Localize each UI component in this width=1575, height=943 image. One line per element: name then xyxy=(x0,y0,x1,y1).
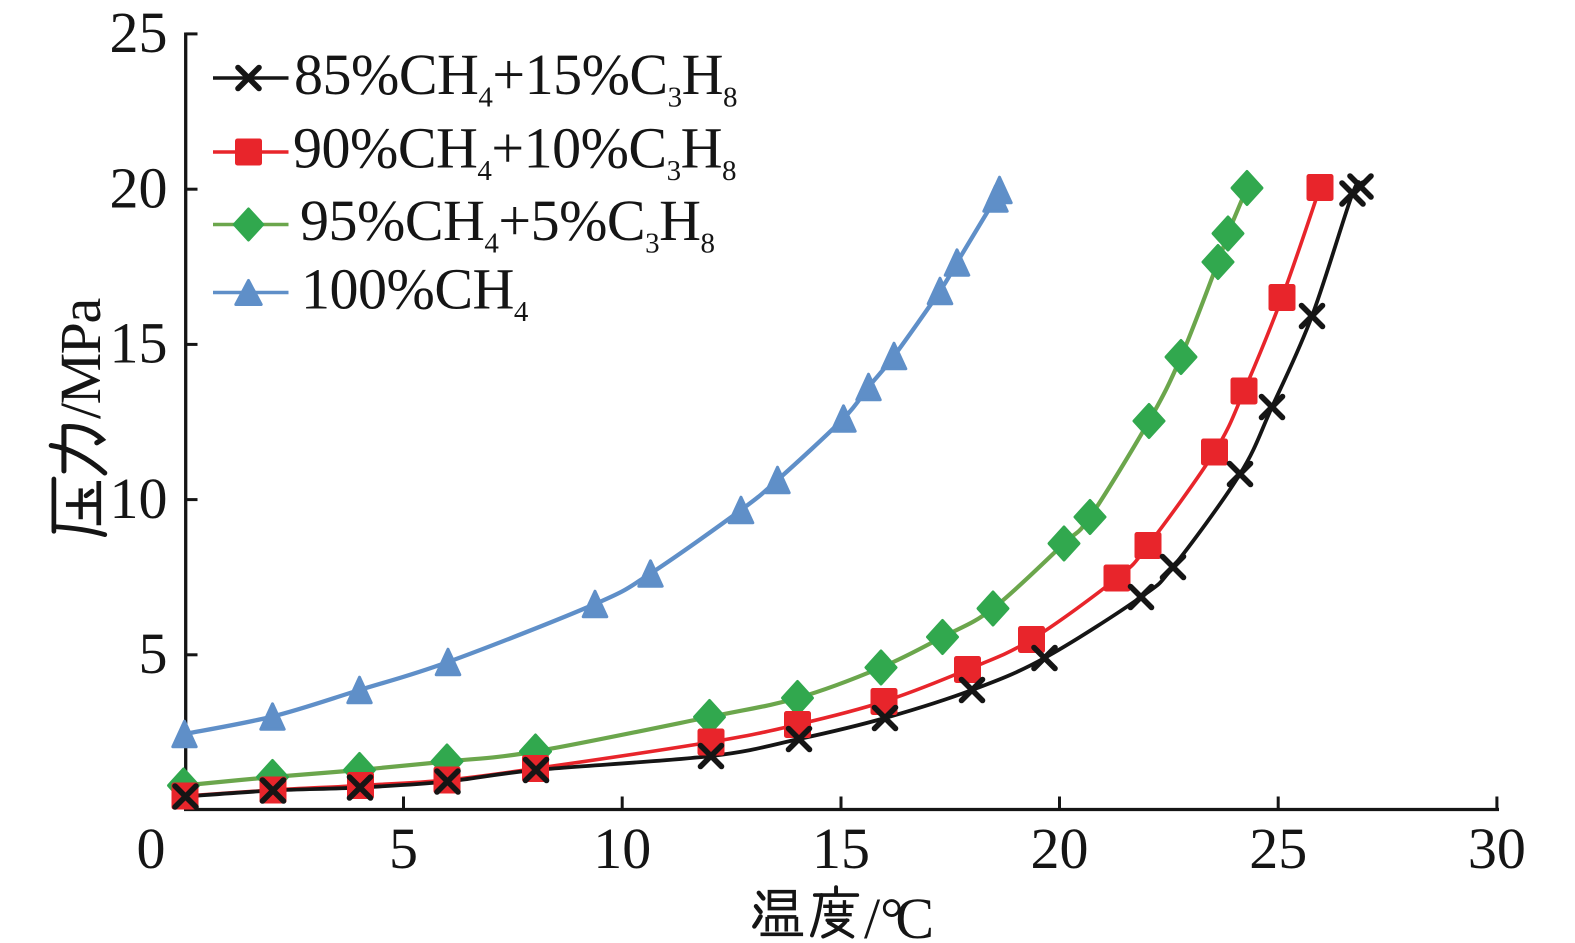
svg-text:15: 15 xyxy=(110,311,168,376)
svg-text:5: 5 xyxy=(389,816,418,881)
svg-text:0: 0 xyxy=(137,816,166,881)
svg-text:/MPa: /MPa xyxy=(48,299,113,419)
svg-text:/°C: /°C xyxy=(864,886,934,943)
svg-text:100%CH4: 100%CH4 xyxy=(301,257,529,329)
svg-text:85%CH4+15%C3H8: 85%CH4+15%C3H8 xyxy=(294,42,737,114)
svg-text:15: 15 xyxy=(812,816,870,881)
svg-text:25: 25 xyxy=(1249,816,1307,881)
svg-text:30: 30 xyxy=(1468,816,1526,881)
svg-text:5: 5 xyxy=(139,621,168,686)
svg-text:20: 20 xyxy=(1031,816,1089,881)
svg-text:20: 20 xyxy=(110,156,168,221)
svg-text:90%CH4+10%C3H8: 90%CH4+10%C3H8 xyxy=(293,116,736,188)
svg-text:25: 25 xyxy=(110,0,168,65)
svg-text:10: 10 xyxy=(593,816,651,881)
svg-text:10: 10 xyxy=(110,466,168,531)
